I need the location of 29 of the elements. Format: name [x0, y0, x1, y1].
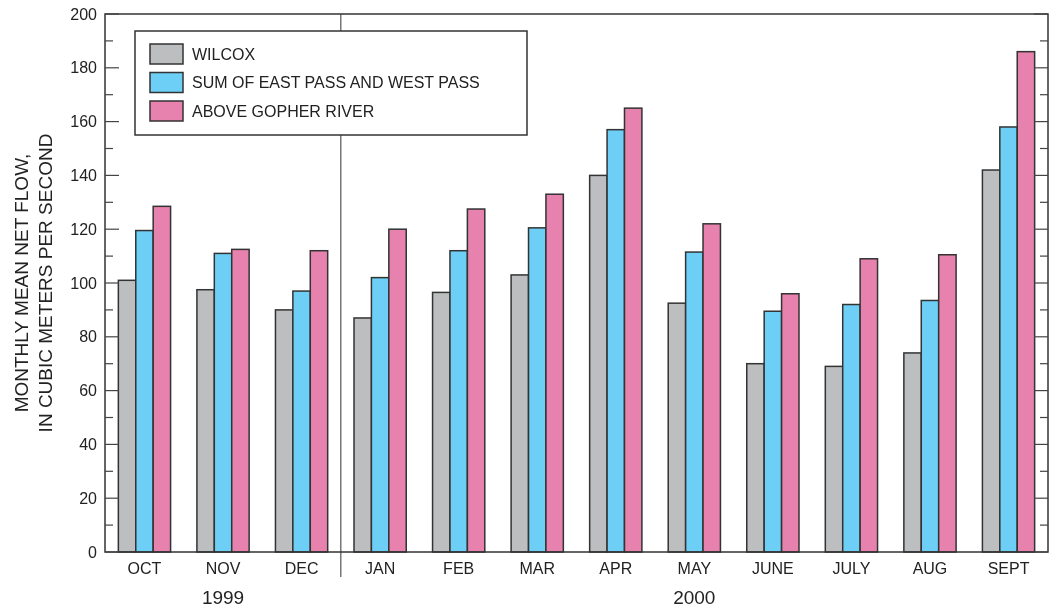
x-tick-label: NOV — [205, 560, 241, 577]
legend-label: WILCOX — [192, 45, 256, 63]
x-tick-label: DEC — [284, 560, 319, 577]
y-tick-label: 160 — [70, 113, 98, 131]
legend-label: ABOVE GOPHER RIVER — [192, 102, 375, 120]
y-tick-label: 0 — [88, 543, 98, 561]
y-tick-label: 200 — [70, 5, 98, 23]
x-tick-label: FEB — [443, 560, 475, 577]
y-axis-title: MONTHLY MEAN NET FLOW, IN CUBIC METERS PER SECOND — [11, 133, 56, 433]
x-tick-label: SEPT — [987, 560, 1030, 577]
x-tick-label: AUG — [912, 560, 948, 577]
y-tick-label: 40 — [79, 436, 98, 453]
x-tick-label: JAN — [365, 560, 396, 577]
y-tick-label: 180 — [70, 59, 98, 77]
y-tick-label: 120 — [70, 220, 98, 238]
x-tick-label: APR — [599, 560, 633, 577]
text: 1999 — [201, 587, 245, 608]
y-tick-label: 80 — [79, 328, 98, 346]
y-tick-label: 20 — [79, 489, 98, 507]
x-tick-label: MAY — [677, 560, 712, 577]
y-tick-label: 100 — [70, 274, 98, 292]
legend-label: SUM OF EAST PASS AND WEST PASS — [192, 74, 480, 92]
x-tick-label: MAR — [519, 560, 556, 577]
text: 2000 — [673, 587, 716, 608]
x-tick-label: JULY — [832, 560, 871, 577]
x-tick-label: JUNE — [751, 560, 794, 577]
x-tick-label: OCT — [127, 560, 162, 577]
y-tick-label: 140 — [70, 167, 98, 184]
y-tick-label: 60 — [79, 382, 98, 400]
